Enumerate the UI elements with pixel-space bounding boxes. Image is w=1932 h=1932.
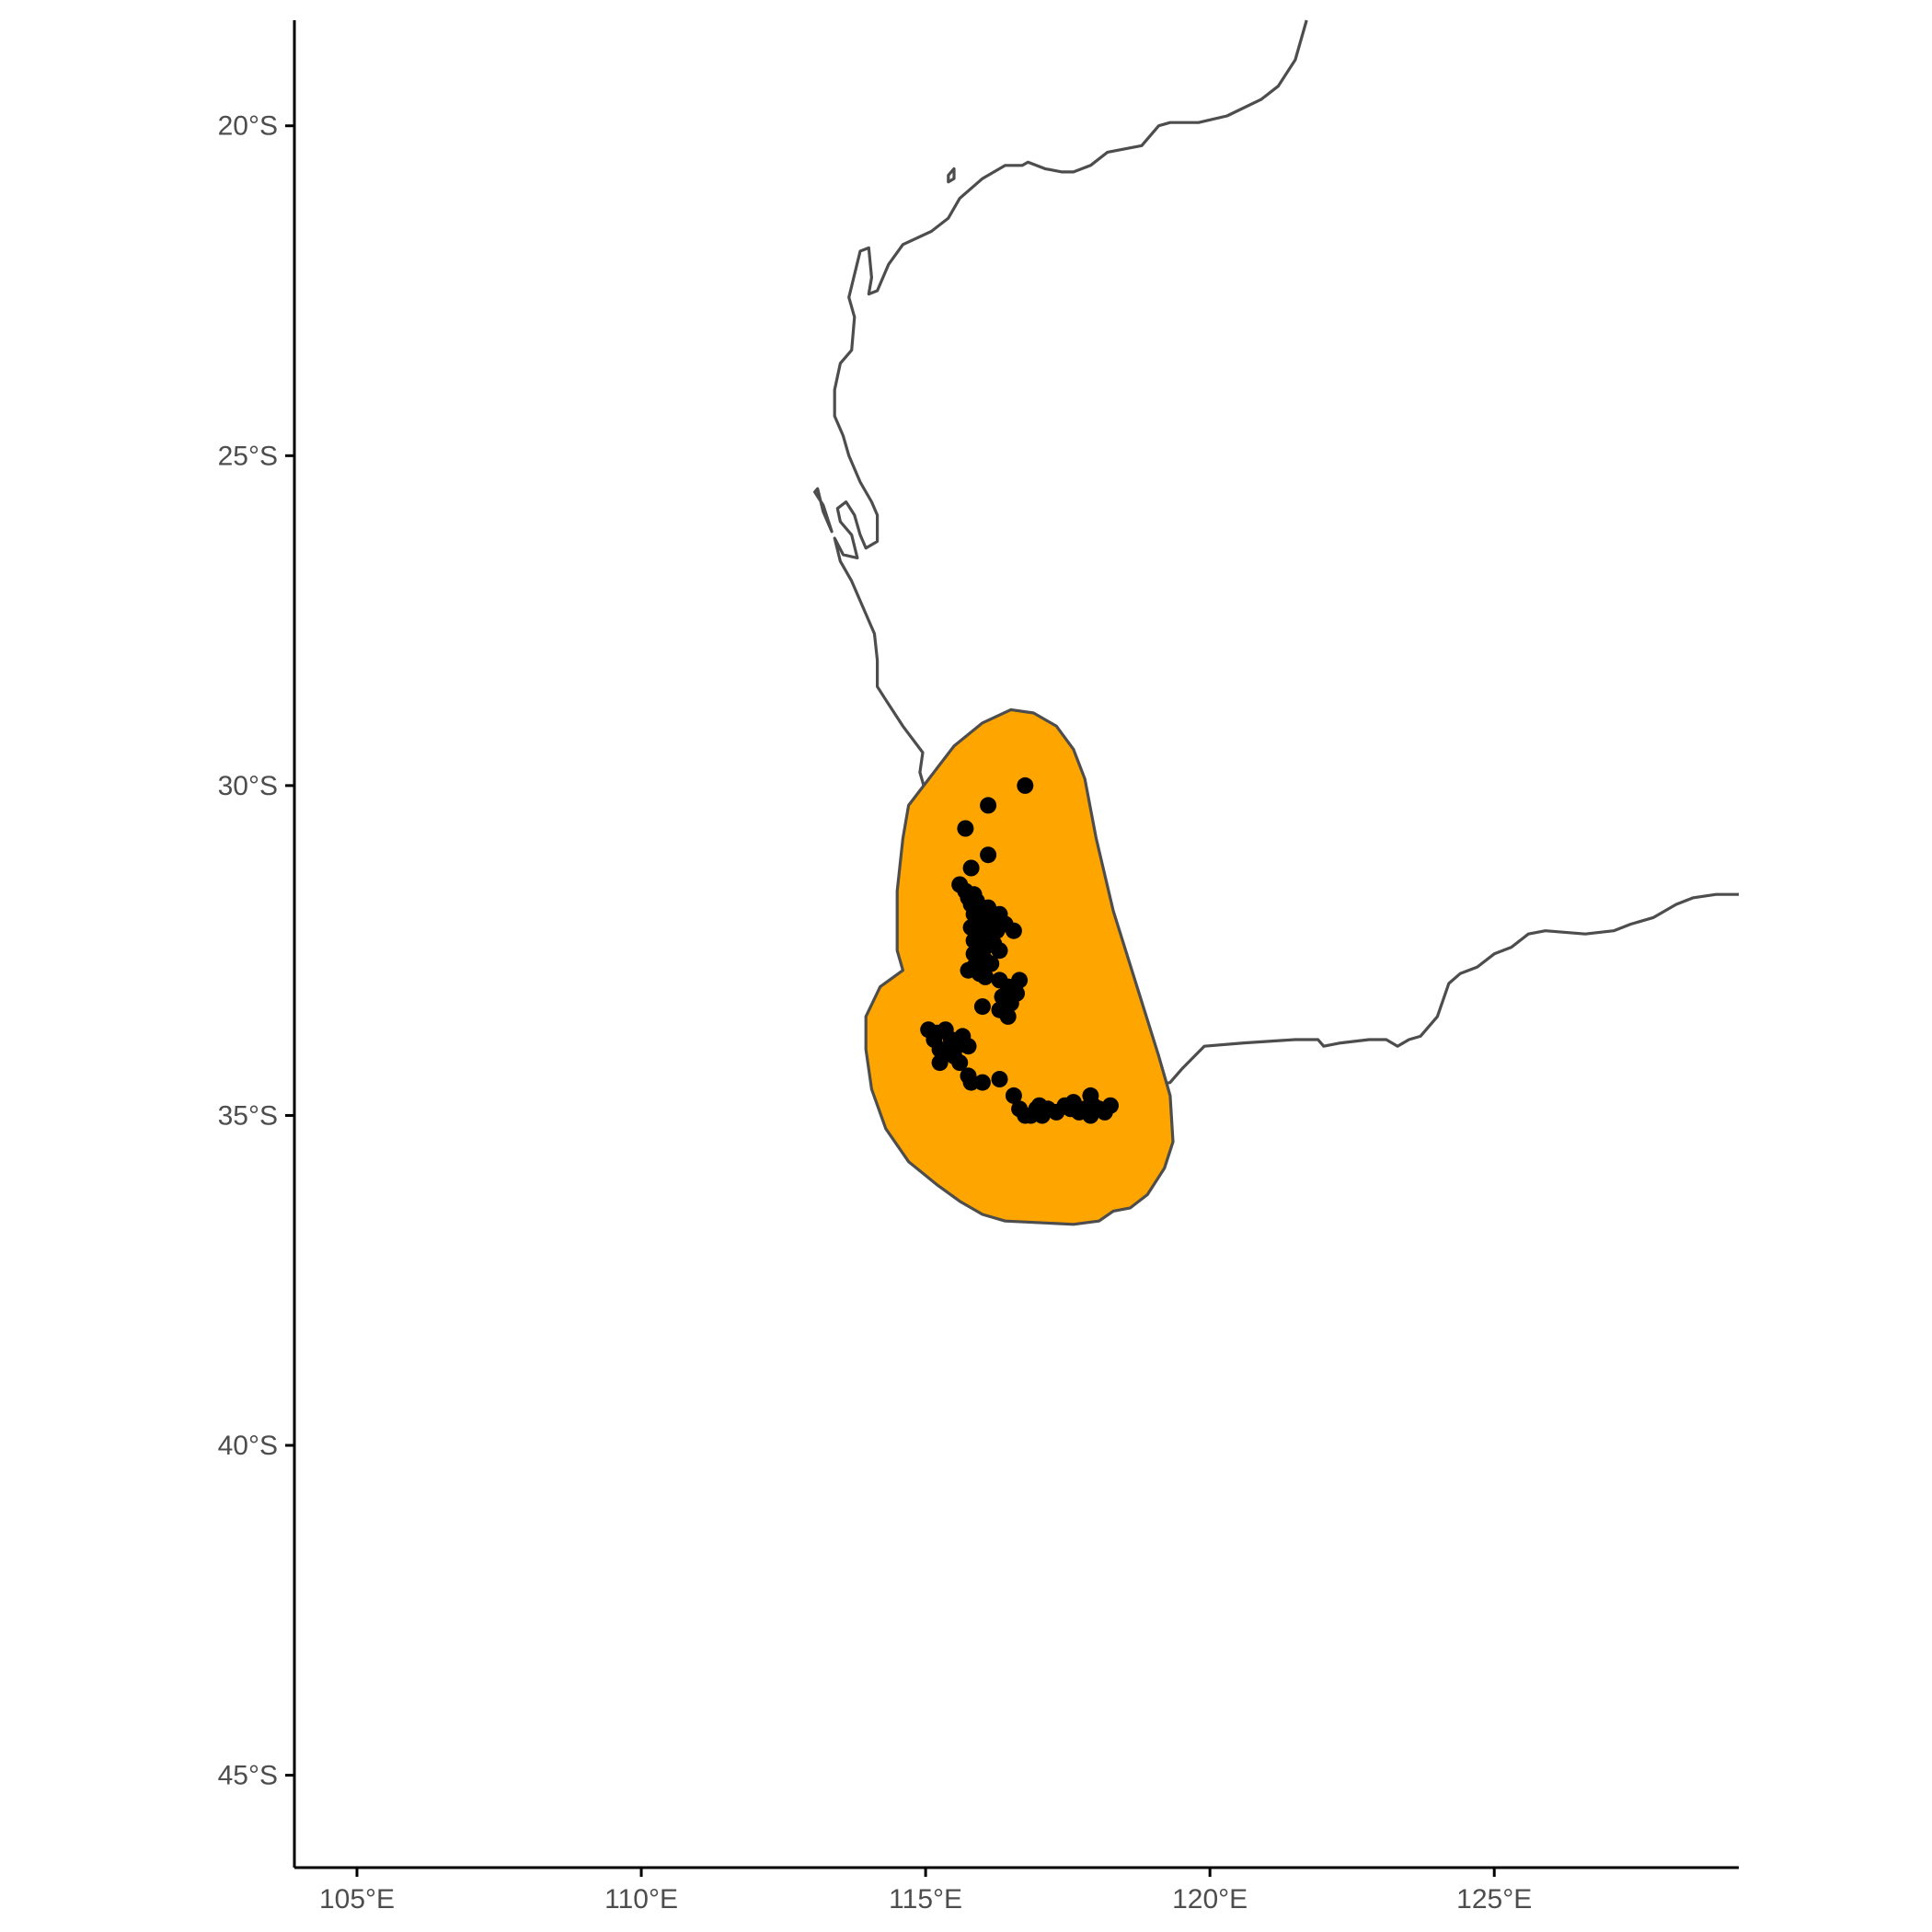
coastline-island-1: [947, 167, 956, 184]
coastline-island-0: [813, 487, 834, 534]
occurrence-point: [1064, 1094, 1082, 1111]
x-tick-label: 105°E: [319, 1884, 395, 1915]
x-tick-label: 110°E: [604, 1884, 678, 1915]
occurrence-point: [951, 1054, 969, 1072]
occurrence-point: [991, 1001, 1008, 1018]
y-tick-label: 20°S: [218, 111, 278, 142]
occurrence-point: [977, 968, 994, 985]
occurrence-point: [1102, 1097, 1119, 1114]
y-tick-label: 40°S: [218, 1431, 278, 1461]
occurrence-points-layer: [920, 776, 1119, 1124]
occurrence-point: [1030, 1097, 1048, 1114]
y-tick-label: 45°S: [218, 1761, 278, 1791]
occurrence-point: [1005, 922, 1022, 939]
axes-layer: 20°S 25°S 30°S 35°S 40°S 45°S 105°E 110°E 115°E 1…: [218, 20, 1739, 1915]
occurrence-point: [973, 1074, 991, 1091]
occurrence-point: [962, 1074, 980, 1091]
occurrence-point: [973, 998, 991, 1016]
occurrence-point: [931, 1054, 949, 1072]
occurrence-point: [962, 859, 980, 877]
occurrence-point: [983, 955, 1000, 972]
coastline-mainland: [833, 19, 1739, 1124]
y-tick-label: 30°S: [218, 771, 278, 801]
occurrence-point: [991, 942, 1008, 960]
occurrence-point: [960, 1038, 977, 1055]
x-tick-label: 125°E: [1456, 1884, 1532, 1915]
x-tick-label: 120°E: [1172, 1884, 1248, 1915]
occurrence-point: [1017, 776, 1034, 794]
x-tick-label: 115°E: [889, 1884, 962, 1915]
occurrence-point: [957, 820, 974, 837]
occurrence-point: [991, 1071, 1008, 1087]
y-tick-label: 25°S: [218, 441, 278, 471]
occurrence-point: [1011, 972, 1029, 989]
occurrence-point: [1005, 1087, 1022, 1104]
occurrence-point: [980, 797, 997, 814]
occurrence-point: [980, 846, 997, 864]
occurrence-point: [1082, 1087, 1099, 1104]
coastline-layer: [813, 19, 1739, 1124]
y-tick-label: 35°S: [218, 1100, 278, 1131]
